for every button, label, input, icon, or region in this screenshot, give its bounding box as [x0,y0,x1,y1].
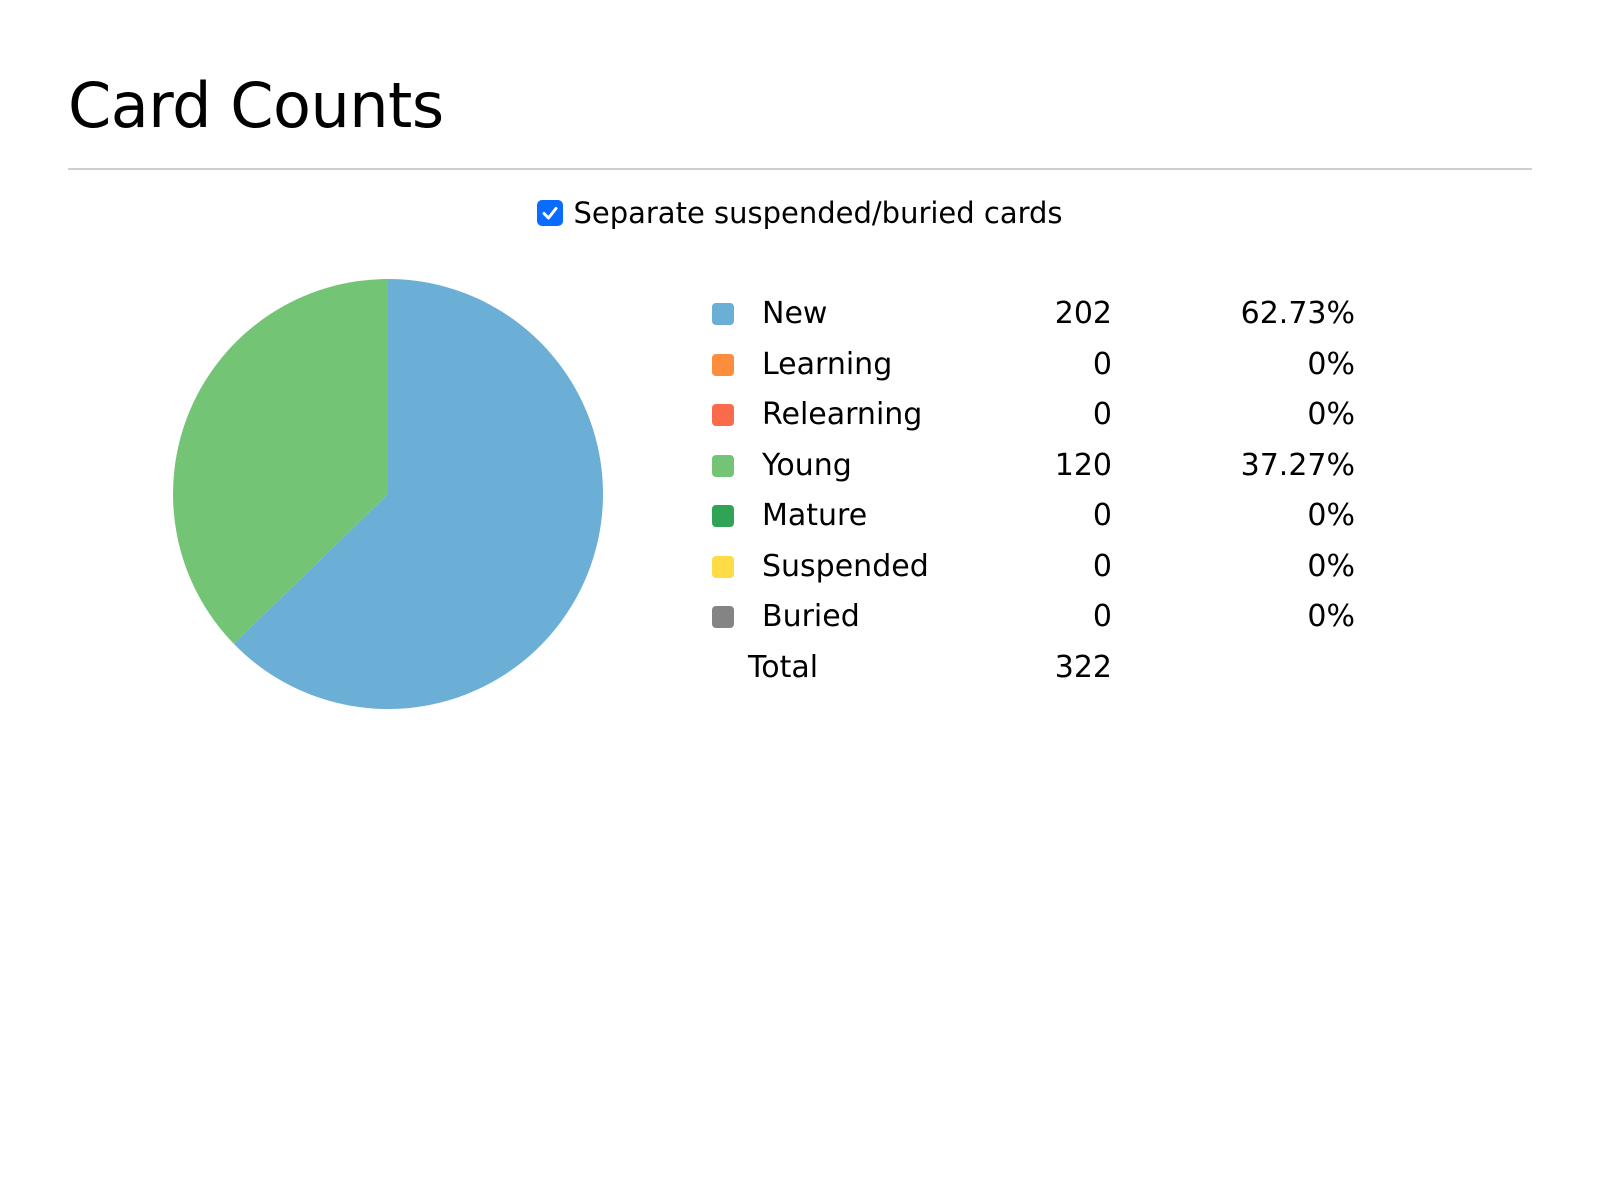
legend-percent-mature: 0% [1307,498,1355,533]
page-title: Card Counts [68,69,444,142]
legend-label-buried: Buried [762,599,860,634]
legend-percent-young: 37.27% [1240,447,1355,483]
legend-count-mature: 0 [1092,498,1112,533]
checkmark-icon [542,207,558,220]
legend-count-young: 120 [1054,447,1112,483]
separate-toggle-row: Separate suspended/buried cards [0,196,1600,230]
legend-percent-new: 62.73% [1240,296,1355,331]
legend-swatch-mature [712,505,734,527]
legend-row-young: Young 120 37.27% [712,447,1372,498]
legend-swatch-new [712,303,734,325]
pie-slice-young[interactable] [173,279,388,644]
legend-row-suspended: Suspended 0 0% [712,548,1372,599]
legend-swatch-relearning [712,404,734,426]
legend-label-relearning: Relearning [762,397,923,432]
legend-percent-relearning: 0% [1307,397,1355,432]
legend-table: New 202 62.73% Learning 0 0% Relearning 0 0% Youn… [712,295,1372,699]
total-label: Total [748,649,819,685]
legend-count-relearning: 0 [1092,397,1112,432]
legend-count-suspended: 0 [1092,548,1112,584]
legend-swatch-suspended [712,555,734,578]
legend-swatch-young [712,454,734,477]
legend-percent-buried: 0% [1307,599,1355,634]
total-count: 322 [1054,649,1112,685]
pie-chart-svg [173,279,603,709]
legend-label-learning: Learning [762,346,893,382]
legend-swatch-buried [712,606,734,628]
legend-row-mature: Mature 0 0% [712,497,1372,548]
pie-chart [165,271,611,717]
legend-percent-suspended: 0% [1307,548,1355,584]
legend-percent-learning: 0% [1307,346,1355,382]
legend-row-buried: Buried 0 0% [712,598,1372,649]
separate-suspended-label[interactable]: Separate suspended/buried cards [573,196,1063,230]
legend-label-new: New [762,296,828,331]
legend-row-total: Total 322 [712,649,1372,700]
legend-label-young: Young [762,447,852,483]
legend-label-mature: Mature [762,498,868,533]
legend-swatch-learning [712,353,734,376]
legend-count-learning: 0 [1092,346,1112,382]
legend-count-new: 202 [1054,296,1112,331]
separate-suspended-checkbox[interactable] [537,200,564,226]
pie-slice-new[interactable] [233,279,603,709]
legend-row-learning: Learning 0 0% [712,346,1372,397]
legend-row-relearning: Relearning 0 0% [712,396,1372,447]
legend-count-buried: 0 [1092,599,1112,634]
legend-label-suspended: Suspended [762,548,929,584]
title-divider [68,168,1532,170]
legend-row-new: New 202 62.73% [712,295,1372,346]
